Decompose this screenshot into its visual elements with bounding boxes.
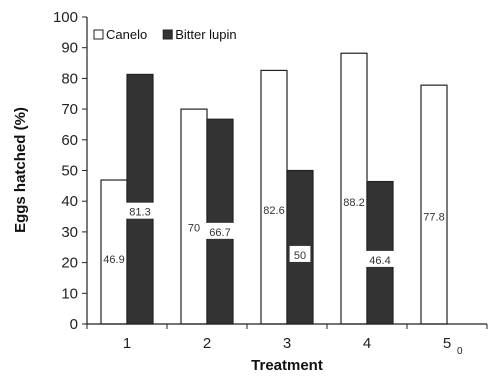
data-label: 88.2: [343, 197, 364, 209]
bar-canelo: [260, 69, 288, 325]
y-tick-label: 80: [61, 70, 78, 87]
legend-swatch: [93, 29, 104, 40]
data-labels-layer: 46.9 70 82.6 88.2 77.8 81.3 66.7 50 46.4: [103, 197, 445, 267]
y-tick-label: 50: [61, 163, 78, 180]
x-tick-label: 1: [123, 335, 131, 352]
x-axis-title: Treatment: [251, 357, 323, 374]
y-axis-title: Eggs hatched (%): [12, 107, 29, 233]
data-label: 77.8: [423, 212, 444, 224]
data-label: 82.6: [263, 205, 284, 217]
data-label-box: [363, 250, 397, 267]
legend-label: Bitter lupin: [175, 27, 236, 42]
y-tick-label: 0: [70, 316, 78, 333]
legend-label: Canelo: [106, 27, 147, 42]
data-label: 81.3: [129, 207, 150, 219]
x-tick-label: 4: [363, 335, 371, 352]
bar-canelo: [180, 108, 208, 325]
legend-swatch: [162, 29, 173, 40]
bars-layer: [100, 52, 448, 325]
x-tick-suffix: 0: [457, 346, 463, 357]
y-tick-label: 10: [61, 285, 78, 302]
data-label-box: [203, 222, 237, 239]
bar-bitter-lupin: [126, 73, 154, 325]
data-label-box: [289, 245, 311, 262]
legend: Canelo Bitter lupin: [93, 27, 237, 42]
x-tick-label: 5: [443, 335, 451, 352]
y-tick-label: 60: [61, 132, 78, 149]
y-tick-label: 40: [61, 193, 78, 210]
bar-bitter-lupin: [206, 118, 234, 325]
x-tick-label: 2: [203, 335, 211, 352]
data-label: 70: [188, 222, 200, 234]
y-tick-label: 70: [61, 101, 78, 118]
y-tick-label: 20: [61, 255, 78, 272]
bar-canelo: [100, 179, 128, 325]
data-label: 46.4: [369, 255, 390, 267]
data-label: 50: [294, 250, 306, 262]
data-label: 46.9: [103, 254, 124, 266]
y-tick-label: 30: [61, 224, 78, 241]
y-tick-label: 90: [61, 40, 78, 57]
x-tick-label: 3: [283, 335, 291, 352]
bar-canelo: [420, 84, 448, 325]
y-tick-label: 100: [53, 9, 78, 26]
bar-canelo: [340, 52, 368, 325]
data-label: 66.7: [209, 227, 230, 239]
data-label-box: [123, 202, 157, 219]
y-ticks: 0 10 20 30 40 50 60 70 80 90 100: [53, 9, 87, 333]
